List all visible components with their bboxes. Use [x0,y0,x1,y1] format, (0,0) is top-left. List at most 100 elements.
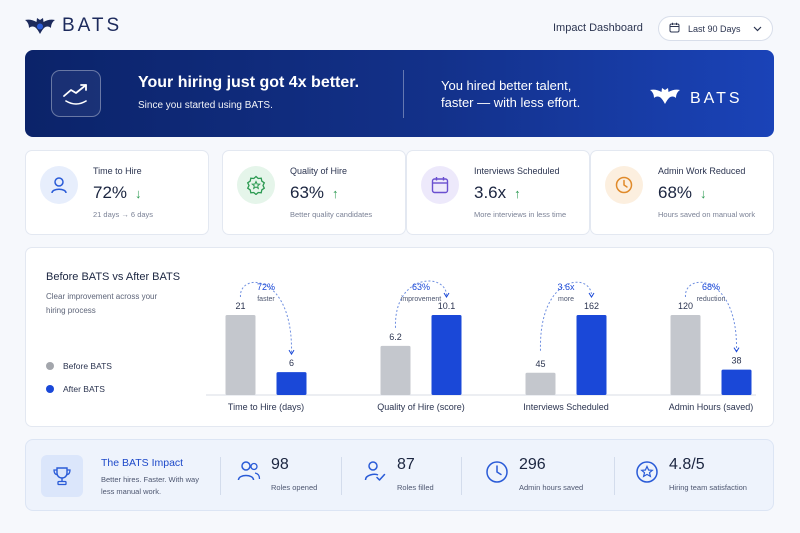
bar-value-label: 6 [289,358,294,368]
chart-subtitle: Clear improvement across your hiring pro… [46,292,158,315]
impact-title: The BATS Impact [101,457,184,469]
legend-label-before: Before BATS [63,360,112,371]
hero-brand-logo: BATS [647,86,743,111]
bar-after [276,372,307,395]
date-range-value: Last 90 Days [688,23,741,34]
kpi-value: 63% ↑ [290,183,339,203]
stat-value: 87 [397,456,415,473]
kpi-card-quality-of-hire[interactable]: Quality of Hire 63% ↑ Better quality cand… [222,150,406,235]
bar-value-label: 162 [584,301,599,311]
bar-value-label: 6.2 [389,332,402,342]
calendar-icon [421,166,459,204]
brand-logo[interactable]: BATS [24,15,122,37]
hero-brand-name: BATS [690,89,743,107]
kpi-card-admin-work-reduced[interactable]: Admin Work Reduced 68% ↓ Hours saved on m… [590,150,774,235]
stat-label: Roles filled [397,483,434,492]
trend-up-icon [51,70,101,117]
bar-after [576,315,607,395]
bar-value-label: 45 [535,359,545,369]
annotation-arrow [733,347,740,353]
annotation-label: reduction [697,296,726,303]
category-label: Admin Hours (saved) [669,402,754,412]
stat-label: Roles opened [271,483,318,492]
brand-name: BATS [62,15,123,36]
legend-dot-after [46,384,54,393]
bar-value-label: 38 [731,356,741,366]
bar-after [721,369,752,395]
arrow-up-icon: ↑ [514,185,521,201]
hero-title: Your hiring just got 4x better. [138,74,360,91]
bar-before [225,315,256,395]
annotation-value: 68% [702,282,720,292]
legend-label-after: After BATS [63,383,105,394]
hero-divider [403,70,404,118]
category-label: Time to Hire (days) [228,402,304,412]
hero-banner: Your hiring just got 4x better. Since yo… [25,50,774,137]
user-check-icon [363,460,387,487]
bar-before [670,315,701,395]
stat-value: 4.8/5 [669,456,705,473]
divider [614,457,615,495]
users-icon [237,460,261,487]
kpi-card-interviews-scheduled[interactable]: Interviews Scheduled 3.6x ↑ More intervie… [406,150,590,235]
annotation-label: improvement [401,296,442,303]
annotation-arc [684,281,738,352]
bar-after [431,315,462,395]
kpi-value-text: 72% [93,183,128,202]
kpi-title: Quality of Hire [290,166,348,176]
stat-label: Hiring team satisfaction [669,483,747,492]
kpi-title: Admin Work Reduced [658,166,746,176]
annotation-arrow [288,349,295,356]
bar-chart: 21 6 Time to Hire (days) 72% faster 6.2 10.1 Qu… [206,280,756,412]
annotation-arc [539,281,593,351]
kpi-value: 72% ↓ [93,183,142,203]
kpi-subtitle: Better quality candidates [290,210,373,219]
annotation-arrow [443,292,450,298]
hero-tagline-2: faster — with less effort. [441,95,581,110]
star-badge-icon [635,460,659,489]
impact-subtitle: Better hires. Faster. With way less manu… [101,475,199,496]
badge-star-icon [237,166,275,204]
divider [341,457,342,495]
annotation-value: 3.6x [557,282,575,292]
kpi-value: 68% ↓ [658,183,707,203]
annotation-value: 63% [412,282,430,292]
chevron-down-icon [753,24,762,34]
legend-item-before: Before BATS [46,354,112,377]
stat-value: 296 [519,456,546,473]
category-label: Interviews Scheduled [523,402,609,412]
arrow-up-icon: ↑ [332,185,339,201]
divider [220,457,221,495]
chart-title: Before BATS vs After BATS [46,271,181,283]
arrow-down-icon: ↓ [135,185,142,201]
bat-logo-icon [24,16,56,36]
dashboard-title: Impact Dashboard [553,22,643,34]
trophy-icon [41,455,83,497]
kpi-subtitle: Hours saved on manual work [658,210,756,219]
legend-item-after: After BATS [46,377,112,400]
impact-summary-card: The BATS Impact Better hires. Faster. Wi… [25,439,774,511]
kpi-subtitle: 21 days → 6 days [93,210,154,219]
annotation-value: 72% [257,282,275,292]
stat-value: 98 [271,456,289,473]
arrow-down-icon: ↓ [700,185,707,201]
hero-subtitle: Since you started using BATS. [138,100,273,111]
divider [461,457,462,495]
top-bar: BATS Impact Dashboard Last 90 Days [0,0,800,52]
clock-icon [485,460,509,489]
annotation-arrow [588,292,595,298]
annotation-label: faster [257,296,275,303]
comparison-chart-card: Before BATS vs After BATS Clear improvem… [25,247,774,427]
kpi-subtitle: More interviews in less time [474,210,567,219]
calendar-icon [669,22,680,35]
clock-icon [605,166,643,204]
bar-before [525,372,556,395]
legend-dot-before [46,361,54,370]
category-label: Quality of Hire (score) [377,402,465,412]
user-icon [40,166,78,204]
kpi-title: Interviews Scheduled [474,166,560,176]
date-range-select[interactable]: Last 90 Days [658,16,773,41]
kpi-value-text: 63% [290,183,325,202]
bar-value-label: 10.1 [438,301,456,311]
kpi-card-time-to-hire[interactable]: Time to Hire 72% ↓ 21 days → 6 days [25,150,209,235]
